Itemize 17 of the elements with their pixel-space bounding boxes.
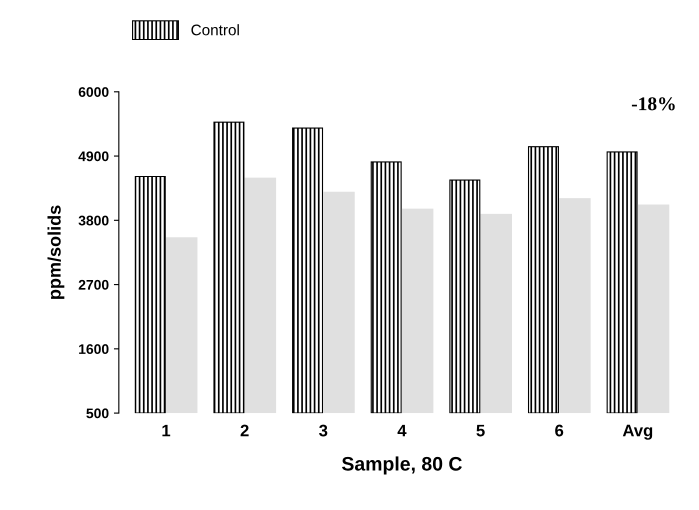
annotation: -18% [632, 97, 675, 110]
x-tick-label: 3 [319, 424, 328, 436]
legend-label: Control [191, 24, 239, 36]
y-tick-label: 3800 [78, 216, 109, 226]
y-tick-label: 500 [86, 408, 109, 418]
x-tick-label: 2 [240, 424, 249, 436]
x-tick-label: 5 [476, 424, 485, 436]
x-tick-label: 6 [555, 424, 564, 436]
y-tick-label: 6000 [78, 87, 109, 97]
y-axis-title: ppm/solids [47, 206, 64, 299]
x-axis-title: Sample, 80 C [342, 456, 462, 475]
x-tick-label: Avg [622, 424, 652, 440]
x-tick-label: 4 [398, 424, 406, 436]
y-tick-label: 2700 [78, 280, 109, 290]
y-tick-label: 4900 [78, 151, 109, 162]
x-tick-label: 1 [162, 424, 170, 436]
y-tick-label: 1600 [79, 344, 109, 354]
